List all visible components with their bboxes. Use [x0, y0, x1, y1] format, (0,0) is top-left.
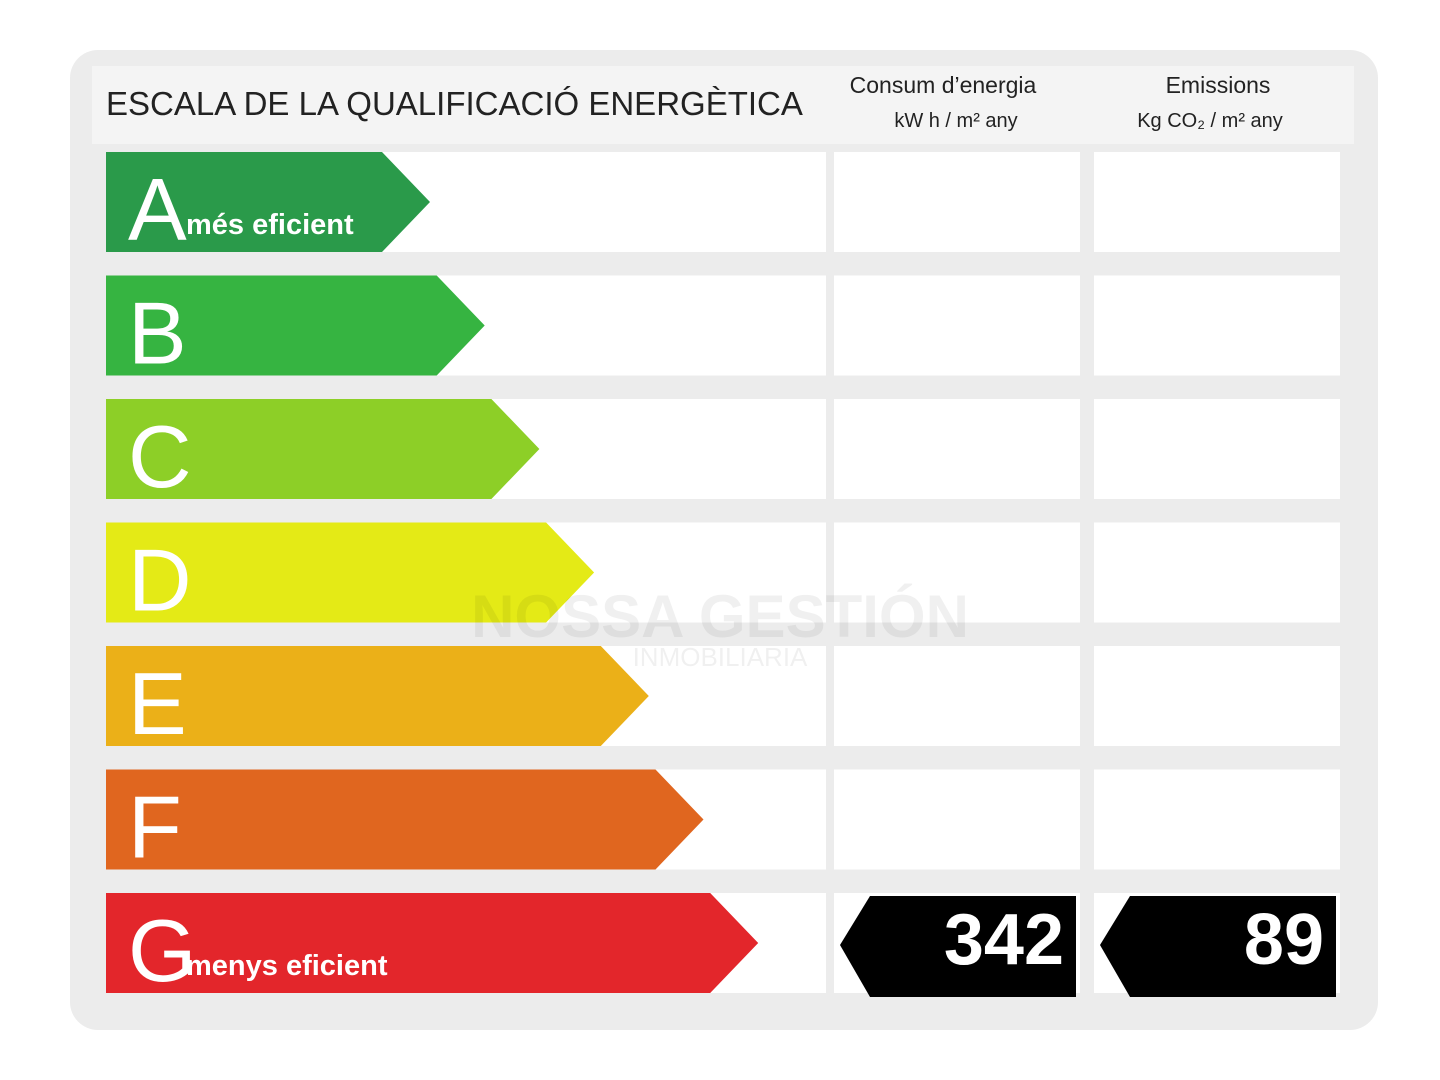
rating-arrow: [106, 152, 430, 252]
value-marker: [1100, 896, 1336, 997]
cell: [1094, 152, 1340, 252]
rating-letter: E: [128, 654, 187, 753]
rating-letter: G: [128, 901, 196, 1000]
rating-letter: B: [128, 284, 187, 383]
column-title: Emissions: [1166, 72, 1271, 98]
rating-arrow: [106, 275, 485, 376]
cell: [834, 275, 1080, 376]
rating-arrow: [106, 522, 595, 623]
cell: [834, 769, 1080, 870]
rating-letter: F: [128, 778, 182, 877]
cell: [1094, 522, 1340, 623]
cell: [1094, 399, 1340, 499]
rating-letter: C: [128, 407, 192, 506]
rating-label: menys eficient: [186, 950, 388, 982]
rating-letter: D: [128, 531, 192, 630]
watermark: NOSSA GESTIÓN: [471, 583, 969, 650]
rating-arrow: [106, 646, 649, 746]
title: ESCALA DE LA QUALIFICACIÓ ENERGÈTICA: [106, 85, 803, 122]
header-band: [92, 66, 1354, 144]
rating-arrow: [106, 769, 704, 870]
value-marker: [840, 896, 1076, 997]
cell: [834, 152, 1080, 252]
cell: [834, 399, 1080, 499]
cell: [834, 646, 1080, 746]
rating-label: més eficient: [186, 209, 354, 241]
column-unit: kW h / m² any: [894, 110, 1017, 132]
watermark-subtitle: INMOBILIARIA: [633, 642, 808, 672]
column-title: Consum d’energia: [850, 72, 1037, 98]
rating-arrow: [106, 893, 759, 993]
cell: [1094, 769, 1340, 870]
value: 89: [1244, 900, 1324, 980]
cell: [1094, 275, 1340, 376]
cell: [834, 522, 1080, 623]
cell: [1094, 646, 1340, 746]
rating-arrow: [106, 399, 540, 499]
column-unit: Kg CO₂ / m² any: [1137, 110, 1283, 132]
rating-letter: A: [128, 160, 187, 259]
value: 342: [944, 900, 1064, 980]
